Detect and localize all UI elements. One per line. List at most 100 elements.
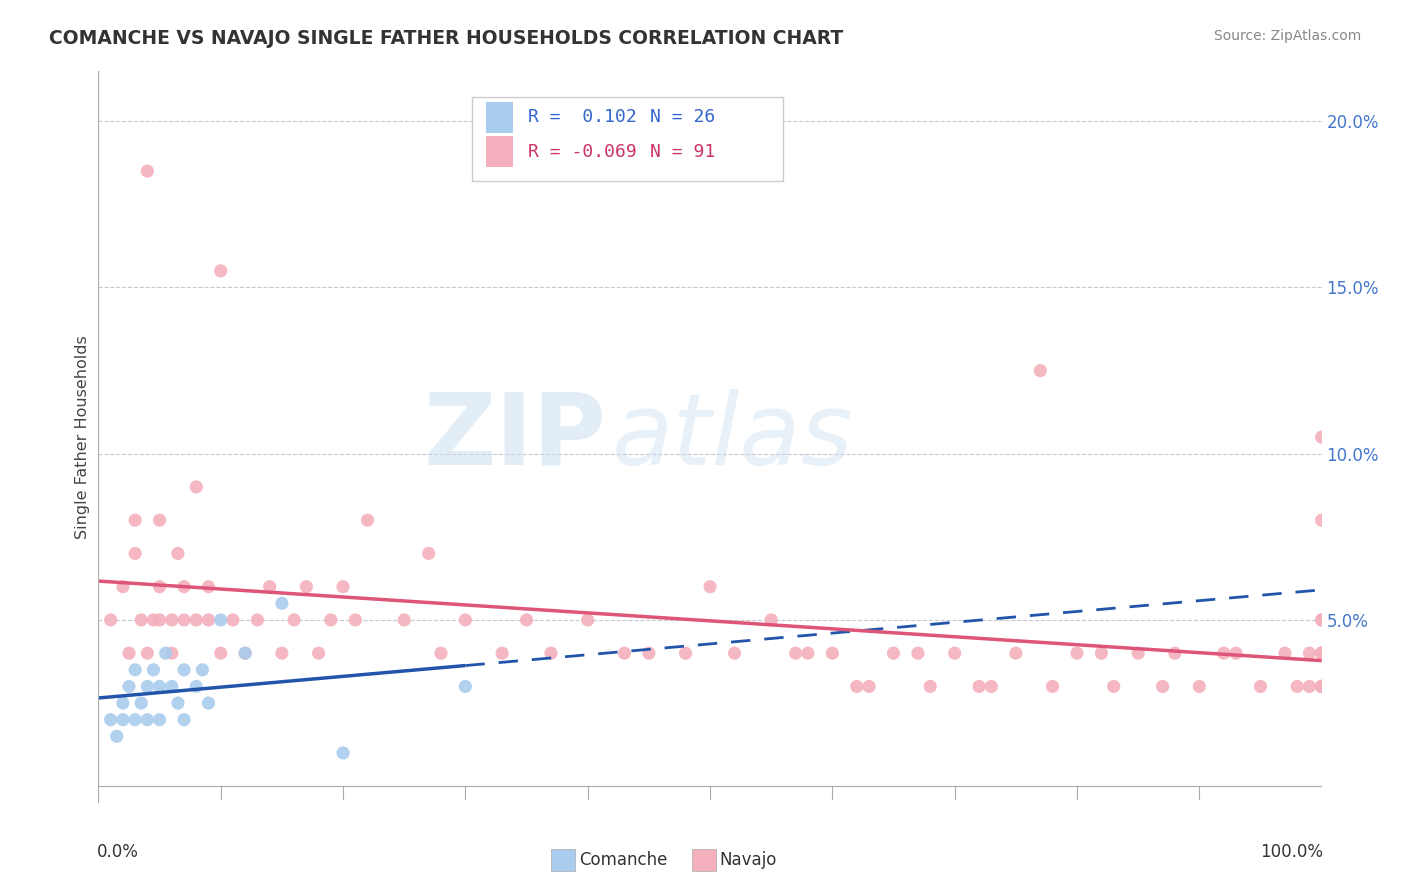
Point	[167, 546, 190, 560]
Point	[186, 613, 208, 627]
Point	[454, 680, 477, 694]
Point	[637, 646, 661, 660]
Point	[1164, 646, 1187, 660]
Point	[197, 696, 219, 710]
Text: atlas: atlas	[612, 389, 853, 485]
Text: 0.0%: 0.0%	[97, 843, 139, 861]
Point	[124, 513, 146, 527]
Bar	[486, 102, 513, 133]
Point	[149, 613, 172, 627]
Point	[149, 680, 172, 694]
Point	[111, 713, 134, 727]
Text: Source: ZipAtlas.com: Source: ZipAtlas.com	[1213, 29, 1361, 43]
Point	[173, 580, 195, 594]
Point	[100, 713, 122, 727]
Point	[1310, 680, 1333, 694]
Point	[1128, 646, 1150, 660]
Point	[1310, 646, 1333, 660]
Point	[308, 646, 330, 660]
Point	[675, 646, 697, 660]
Point	[319, 613, 342, 627]
Point	[1310, 680, 1333, 694]
Point	[167, 696, 190, 710]
Point	[173, 713, 195, 727]
Point	[105, 729, 128, 743]
Point	[797, 646, 820, 660]
Point	[1310, 613, 1333, 627]
Point	[1310, 680, 1333, 694]
Point	[142, 663, 165, 677]
Point	[129, 613, 152, 627]
Point	[136, 713, 159, 727]
Point	[209, 613, 232, 627]
Point	[246, 613, 269, 627]
Point	[1066, 646, 1088, 660]
Point	[332, 746, 354, 760]
Point	[332, 580, 354, 594]
Point	[259, 580, 281, 594]
Point	[270, 596, 294, 610]
Point	[1225, 646, 1247, 660]
Point	[883, 646, 905, 660]
Point	[142, 613, 165, 627]
Point	[1212, 646, 1234, 660]
Point	[761, 613, 783, 627]
Text: ZIP: ZIP	[423, 389, 606, 485]
Point	[136, 646, 159, 660]
Point	[283, 613, 305, 627]
Point	[136, 164, 159, 178]
Y-axis label: Single Father Households: Single Father Households	[75, 335, 90, 539]
Point	[1298, 646, 1320, 660]
Point	[699, 580, 721, 594]
Point	[111, 580, 134, 594]
Point	[1249, 680, 1271, 694]
Point	[173, 613, 195, 627]
Point	[111, 696, 134, 710]
Text: N = 91: N = 91	[650, 143, 716, 161]
Point	[173, 663, 195, 677]
Point	[920, 680, 942, 694]
Point	[191, 663, 214, 677]
Point	[1310, 680, 1333, 694]
Point	[540, 646, 562, 660]
Point	[233, 646, 256, 660]
Point	[160, 646, 183, 660]
Point	[186, 680, 208, 694]
Point	[1188, 680, 1211, 694]
Point	[118, 680, 141, 694]
Point	[124, 546, 146, 560]
Point	[418, 546, 440, 560]
Point	[1310, 646, 1333, 660]
Point	[454, 613, 477, 627]
Point	[270, 646, 294, 660]
FancyBboxPatch shape	[471, 97, 783, 181]
Point	[1310, 646, 1333, 660]
Text: Navajo: Navajo	[720, 851, 778, 869]
Point	[943, 646, 966, 660]
Point	[907, 646, 929, 660]
Point	[1298, 680, 1320, 694]
Point	[124, 713, 146, 727]
Point	[980, 680, 1002, 694]
Point	[149, 580, 172, 594]
Point	[613, 646, 636, 660]
Point	[222, 613, 245, 627]
Point	[967, 680, 990, 694]
Point	[1090, 646, 1112, 660]
Point	[209, 264, 232, 278]
Point	[209, 646, 232, 660]
Point	[197, 613, 219, 627]
Text: R =  0.102: R = 0.102	[527, 109, 637, 127]
Point	[160, 680, 183, 694]
Text: R = -0.069: R = -0.069	[527, 143, 637, 161]
Bar	[486, 136, 513, 167]
Point	[430, 646, 453, 660]
Point	[136, 680, 159, 694]
Point	[1152, 680, 1174, 694]
Point	[858, 680, 880, 694]
Point	[785, 646, 807, 660]
Point	[1310, 613, 1333, 627]
Point	[149, 513, 172, 527]
Point	[1310, 430, 1333, 444]
Point	[118, 646, 141, 660]
